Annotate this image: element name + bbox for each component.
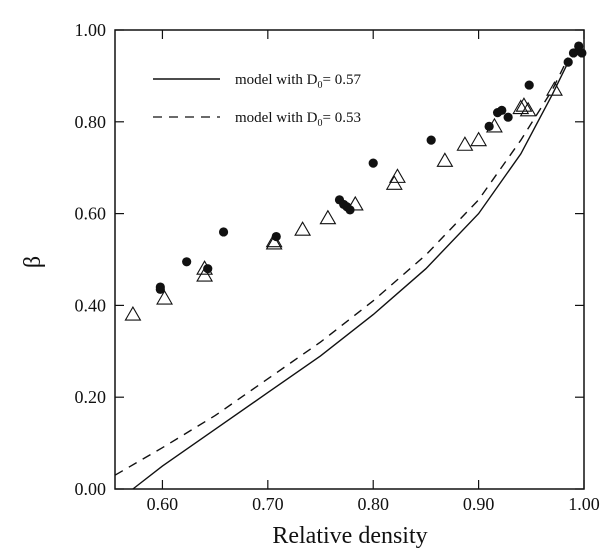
ticks: 0.60 0.70 0.80 0.90 1.00 0.00 0.20 0.40 0.60 0.80… [75, 20, 600, 514]
open-triangle-point [519, 101, 537, 117]
x-tick-label: 0.80 [357, 494, 389, 514]
model-curve-dashed [114, 57, 569, 476]
open-triangle-point [265, 232, 283, 248]
series-layer [114, 41, 587, 490]
filled-circle-point [155, 284, 165, 294]
open-triangle-point [294, 221, 312, 236]
legend-solid-prefix: model with D [235, 72, 318, 88]
x-tick-label: 0.60 [147, 494, 179, 514]
filled-circle-point [524, 80, 534, 90]
filled-circle-point [577, 48, 587, 58]
legend-dashed-prefix: model with D [235, 110, 318, 126]
open-triangle-point [546, 81, 563, 96]
open-triangle-point [319, 209, 337, 225]
open-triangle-point [485, 117, 503, 133]
filled-circle-point [218, 227, 229, 237]
legend: model with D0= 0.57 model with D0= 0.53 [153, 72, 361, 129]
open-triangle-point [456, 136, 474, 151]
y-tick-label: 0.20 [75, 387, 107, 407]
x-tick-label: 0.90 [463, 494, 495, 514]
y-axis-label: β [20, 256, 46, 268]
x-axis-label: Relative density [272, 523, 427, 549]
legend-label-dashed: model with D0= 0.53 [235, 110, 361, 129]
open-triangle-point [196, 266, 214, 282]
legend-dashed-subscript: 0 [318, 118, 323, 129]
open-triangle-point [436, 152, 454, 167]
open-triangle-point [196, 260, 214, 275]
open-triangle-point [124, 305, 142, 321]
y-tick-label: 1.00 [75, 20, 107, 40]
open-triangle-point [389, 168, 406, 183]
legend-solid-subscript: 0 [318, 80, 323, 91]
filled-circle-point [574, 41, 584, 51]
legend-solid-suffix: = 0.57 [323, 72, 362, 88]
y-tick-label: 0.60 [75, 204, 107, 224]
open-triangle-point [156, 289, 173, 305]
filled-circle-point [497, 105, 507, 115]
open-triangle-point [515, 97, 533, 112]
open-triangle-point [512, 99, 530, 115]
x-tick-label: 1.00 [568, 494, 600, 514]
model-curve-solid [132, 61, 569, 490]
filled-circle-point [563, 57, 573, 67]
filled-circle-point [182, 257, 192, 267]
legend-label-solid: model with D0= 0.57 [235, 72, 361, 91]
filled-circle-point [368, 158, 378, 168]
y-tick-label: 0.00 [75, 479, 107, 499]
x-tick-label: 0.70 [252, 494, 284, 514]
open-triangle-point [346, 195, 364, 211]
plot-frame [114, 29, 585, 490]
filled-circle-point [426, 135, 436, 145]
filled-circle-point [503, 112, 513, 122]
legend-dashed-suffix: = 0.53 [323, 110, 361, 126]
y-tick-label: 0.40 [75, 295, 107, 315]
open-triangle-point [470, 131, 488, 147]
open-triangle-point [265, 234, 283, 250]
y-tick-label: 0.80 [75, 112, 107, 132]
